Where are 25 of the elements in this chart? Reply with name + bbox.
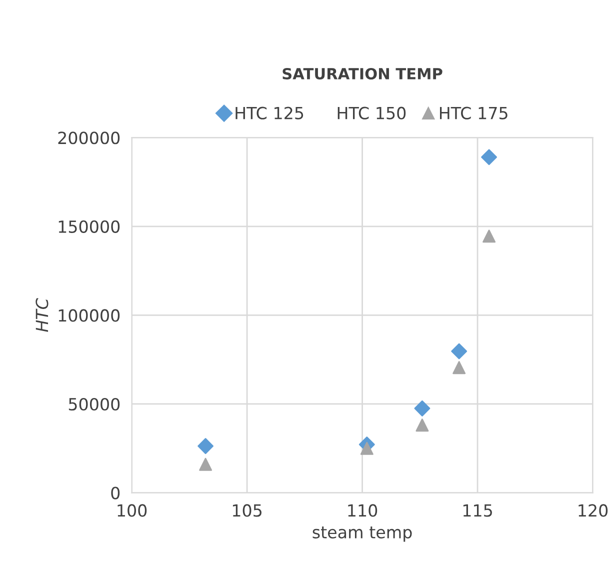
legend-label: HTC 175 bbox=[440, 106, 508, 120]
y-tick-label: 200000 bbox=[58, 132, 120, 144]
point bbox=[414, 400, 430, 416]
y-tick-label: 0 bbox=[111, 486, 120, 500]
y-tick-label: 150000 bbox=[58, 220, 120, 233]
x-tick-label: 110 bbox=[348, 504, 378, 517]
point bbox=[452, 361, 466, 374]
point bbox=[416, 418, 429, 432]
point bbox=[360, 442, 374, 455]
text: HTC 150 bbox=[338, 106, 406, 120]
x-tick-label: 105 bbox=[232, 504, 262, 517]
x-axis-title: steam temp bbox=[312, 526, 412, 542]
x-tick-label: 100 bbox=[118, 504, 147, 517]
x-tick-label: 120 bbox=[578, 504, 608, 517]
point bbox=[198, 438, 214, 454]
y-tick-label: 50000 bbox=[68, 398, 120, 411]
legend-label: HTC 125 bbox=[236, 106, 304, 120]
point bbox=[481, 149, 498, 166]
y-tick-label: 100000 bbox=[58, 309, 120, 322]
x-tick-label: 115 bbox=[463, 504, 492, 517]
point bbox=[482, 230, 496, 243]
chart-title: SATURATION TEMP bbox=[282, 68, 442, 80]
y-axis-title: HTC bbox=[36, 298, 48, 332]
point bbox=[451, 343, 468, 360]
point bbox=[199, 458, 212, 471]
